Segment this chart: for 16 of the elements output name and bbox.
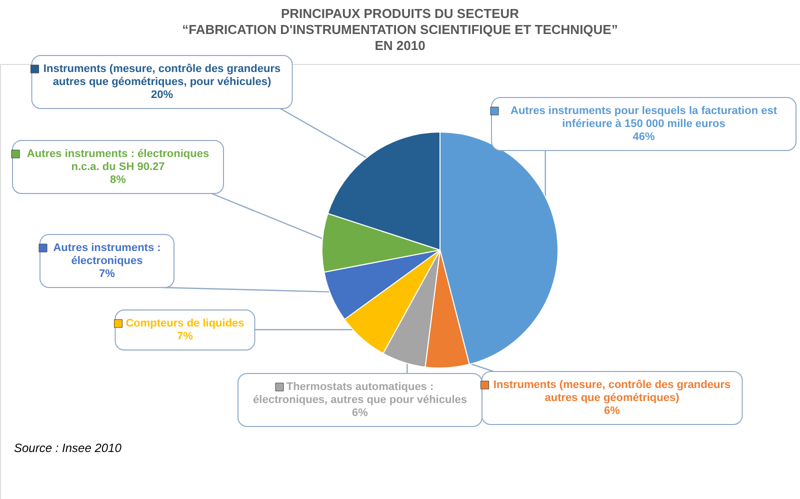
legend-label: Autres instruments : électroniques n.c.a. du SH 90.27 [26,148,210,173]
data-label: 6% [352,407,368,419]
chart-title: PRINCIPAUX PRODUITS DU SECTEUR “FABRICATION D'INSTRUMENTATION SCIENTIFIQUE ET TECHNIQUE” EN 2010 [182,6,618,53]
data-label: 7% [99,268,116,280]
legend-label: Compteurs de liquides [126,318,244,330]
data-label: 46% [632,131,655,143]
legend-label: Autres instruments : électroniques [53,242,161,267]
legend-label: Instruments (mesure, contrôle des grandeurs autres que géométriques) [493,379,731,404]
data-label: 7% [177,330,194,342]
data-label: 8% [110,174,126,186]
source-note: Source : Insee 2010 [14,441,122,455]
legend-label: Thermostats automatiques : électroniques, autres que pour véhicules [253,381,467,406]
data-label: 20% [150,89,174,101]
legend-label: Autres instruments pour lesquels la facturation est inférieure à 150 000 mille euros [510,105,778,130]
legend-label: Instruments (mesure, contrôle des grandeurs autres que géométriques, pour véhicules) [43,63,281,88]
data-label: 6% [604,405,620,417]
